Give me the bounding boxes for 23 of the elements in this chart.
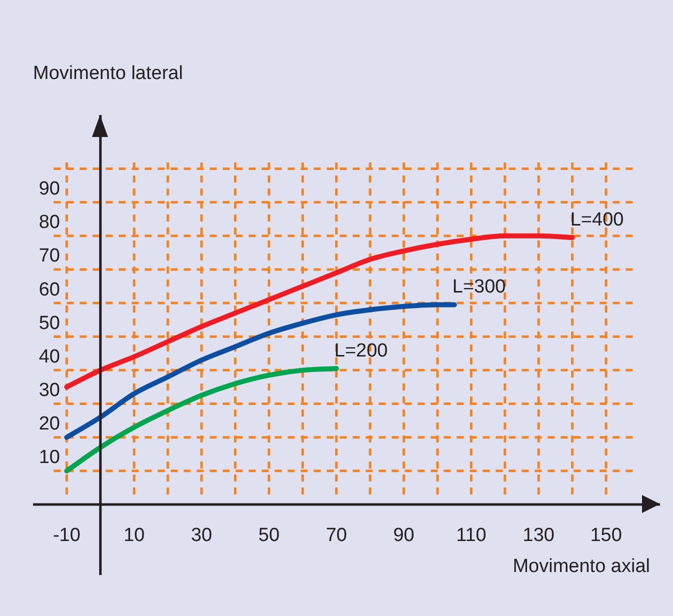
x-tick-label: 70 xyxy=(326,525,347,546)
y-axis-title: Movimento lateral xyxy=(33,63,183,84)
y-tick-label: 10 xyxy=(38,447,60,468)
series-label: L=200 xyxy=(334,340,388,362)
y-tick-label: 40 xyxy=(38,346,60,368)
y-tick-label: 90 xyxy=(38,178,60,200)
x-tick-label: 10 xyxy=(124,525,145,546)
series-label: L=400 xyxy=(570,210,624,231)
x-tick-label: -10 xyxy=(52,525,80,546)
x-tick-label: 150 xyxy=(590,525,622,546)
y-tick-label: 80 xyxy=(38,212,60,234)
y-tick-label: 70 xyxy=(38,246,60,267)
y-tick-label: 30 xyxy=(38,380,60,401)
y-tick-label: 50 xyxy=(38,312,60,334)
y-tick-label: 20 xyxy=(38,414,60,435)
y-tick-label: 60 xyxy=(38,279,60,300)
series-label: L=300 xyxy=(452,276,506,298)
x-tick-label: 90 xyxy=(393,525,414,546)
x-tick-label: 30 xyxy=(190,525,212,546)
x-tick-label: 50 xyxy=(258,525,280,546)
x-axis-title: Movimento axial xyxy=(512,556,650,577)
x-tick-label: 110 xyxy=(456,525,486,546)
x-tick-label: 130 xyxy=(522,525,554,546)
